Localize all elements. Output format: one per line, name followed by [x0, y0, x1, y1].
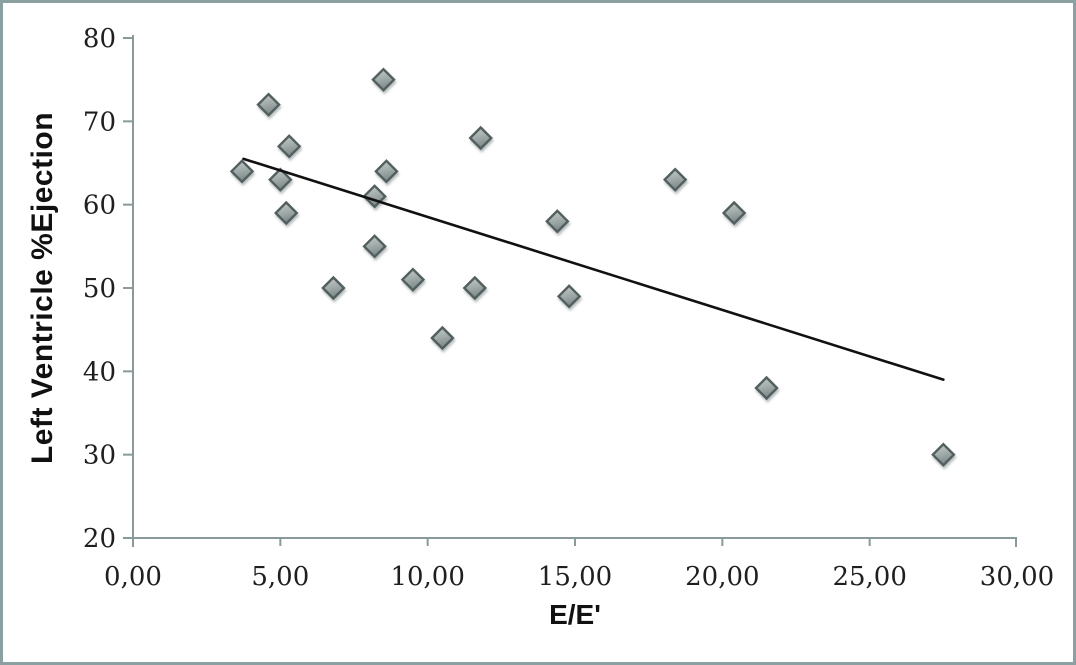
y-axis-tick-label: 60 [83, 191, 116, 221]
data-point-marker [274, 200, 299, 226]
data-point-marker [462, 275, 488, 301]
x-axis-tick-label: 25,00 [832, 562, 906, 592]
x-axis-tick-label: 20,00 [685, 562, 759, 592]
data-point-marker [371, 67, 396, 92]
x-axis-tick-label: 10,00 [390, 562, 464, 592]
data-point-marker [276, 134, 302, 159]
y-axis-tick-label: 70 [83, 107, 116, 137]
y-axis-tick-label: 30 [83, 441, 116, 471]
x-axis-tick-label: 5,00 [251, 562, 309, 592]
data-point-marker [545, 209, 570, 234]
y-axis-tick-label: 50 [83, 274, 116, 304]
data-point-marker [721, 200, 747, 226]
data-point-marker [362, 234, 387, 259]
data-point-marker [400, 267, 426, 292]
data-point-marker [931, 442, 956, 467]
trend-line [242, 157, 945, 381]
x-axis-tick-label: 15,00 [538, 562, 612, 592]
y-axis-tick-label: 80 [83, 24, 116, 54]
data-point-marker [754, 375, 779, 401]
data-point-marker [374, 159, 399, 184]
x-axis-title: E/E' [549, 599, 601, 630]
plot-area: 20 30 40 50 60 70 80 0,00 5,00 10,00 15,00 20,00 25,… [83, 24, 1054, 592]
data-point-marker [268, 167, 293, 192]
x-axis-tick-label: 30,00 [980, 562, 1054, 592]
y-axis-title: Left Ventricle %Ejection [26, 111, 59, 465]
data-point-marker [468, 125, 493, 151]
data-point-marker [556, 284, 582, 309]
data-point-marker [662, 167, 688, 192]
x-axis-tick-label: 0,00 [104, 562, 162, 592]
data-point-marker [229, 159, 255, 184]
data-point-marker [256, 92, 281, 117]
data-point-marker [321, 275, 346, 301]
y-axis-tick-label: 20 [83, 524, 116, 554]
data-point-marker [430, 325, 455, 351]
y-axis-tick-label: 40 [83, 357, 116, 387]
